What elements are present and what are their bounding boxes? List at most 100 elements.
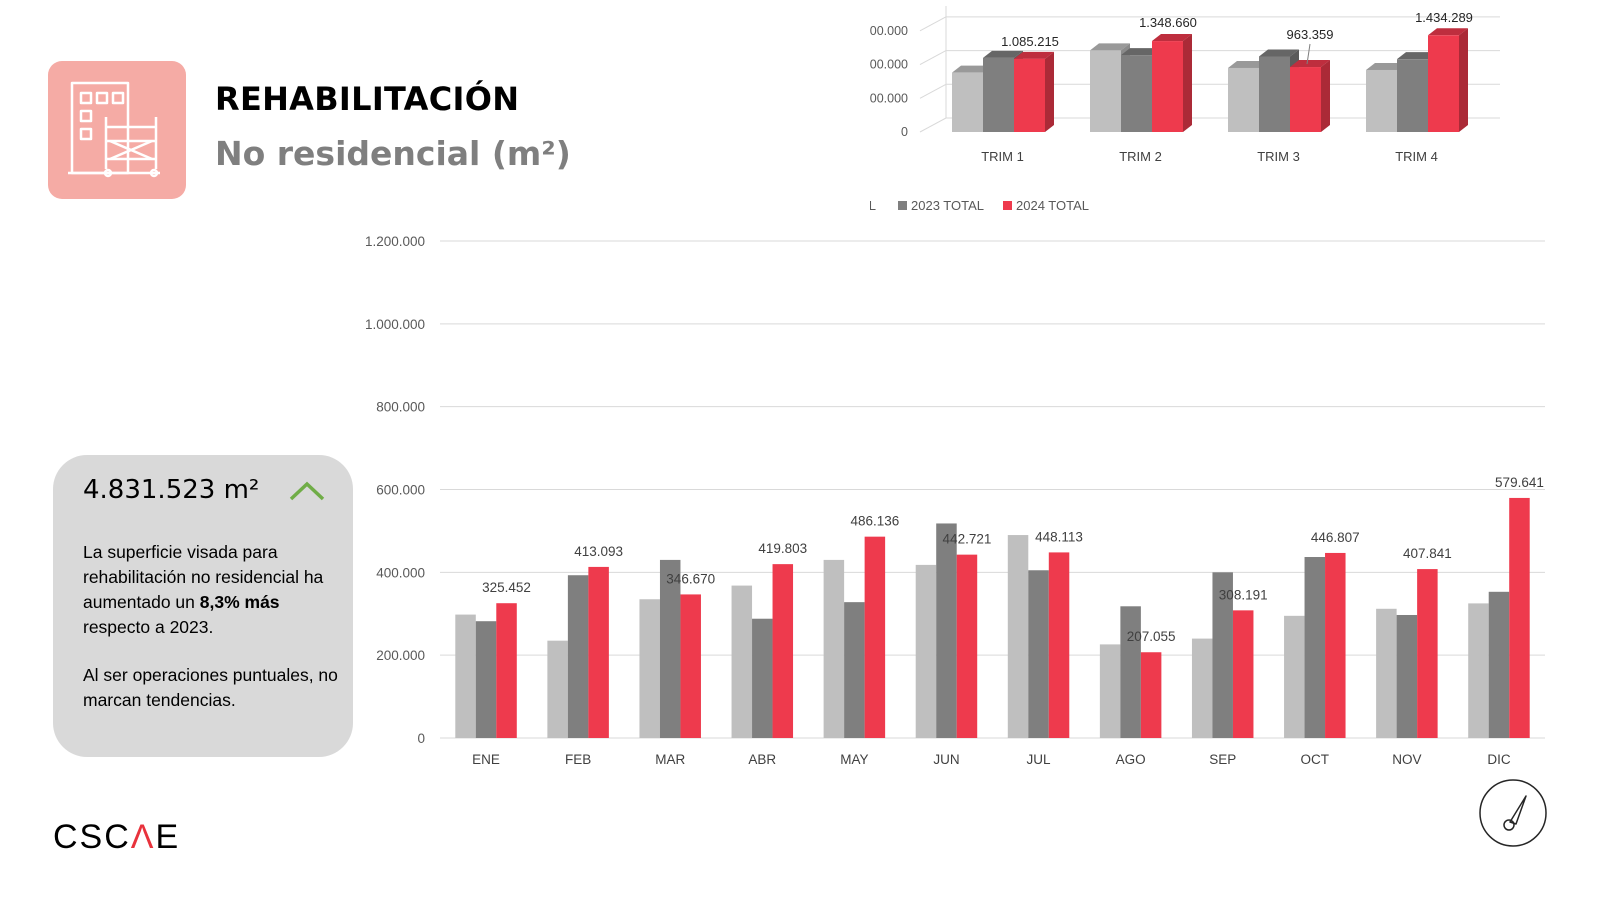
bar-2024-total [1140, 652, 1162, 738]
data-label: 346.670 [666, 571, 715, 586]
data-label: 446.807 [1311, 530, 1360, 545]
data-label: 325.452 [482, 580, 531, 595]
bar-2024-total [956, 554, 978, 738]
bar-top [1228, 60, 1268, 68]
x-tick-label: FEB [565, 752, 591, 767]
y-tick-label: 600.000 [376, 483, 425, 498]
data-label: 308.191 [1219, 587, 1268, 602]
bar-top [952, 65, 992, 73]
bar-side [1183, 34, 1192, 132]
x-tick-label: DIC [1487, 752, 1511, 767]
bar-2024-total [1232, 610, 1254, 738]
summary-text: La superficie visada para rehabilitación… [83, 540, 343, 713]
x-tick-label: SEP [1209, 752, 1236, 767]
x-tick-label: TRIM 4 [1395, 149, 1438, 164]
bar-front [1366, 69, 1397, 132]
header-icon-box [48, 61, 186, 199]
bar-2023-total [1488, 591, 1510, 738]
data-label: 1.085.215 [1001, 34, 1059, 49]
bar-2022-total [1099, 644, 1121, 738]
bar-2022-total [547, 640, 568, 738]
y-tick-label: 400.000 [376, 565, 425, 580]
logo-accent: Λ [130, 818, 156, 856]
grid-depth-line [919, 16, 947, 32]
bar-2024-total [1014, 51, 1054, 133]
bar-2024-total [1417, 569, 1438, 738]
data-label: 1.434.289 [1415, 10, 1473, 25]
bar-2023-total [1396, 614, 1418, 738]
y-tick-label: 1.500.000 [870, 24, 908, 38]
bar-2023-total [1028, 570, 1049, 738]
y-tick-label: 200.000 [376, 648, 425, 663]
legend-label: 2024 TOTAL [1016, 198, 1089, 213]
x-tick-label: TRIM 3 [1257, 149, 1300, 164]
x-tick-label: MAR [655, 752, 685, 767]
bar-front [1228, 67, 1259, 132]
bar-2022-total [1376, 608, 1397, 738]
legend-swatch [898, 201, 907, 210]
bar-front [1090, 50, 1121, 132]
bar-top [1366, 62, 1406, 70]
bar-front [1290, 67, 1321, 132]
bar-2022-total [731, 585, 753, 738]
bar-2023-total [1212, 572, 1233, 738]
x-tick-label: ENE [472, 752, 500, 767]
summary-note: Al ser operaciones puntuales, no marcan … [83, 665, 338, 710]
x-tick-label: AGO [1116, 752, 1146, 767]
bar-side [1459, 28, 1468, 132]
bar-top [1121, 48, 1161, 56]
bar-2022-total [915, 564, 937, 738]
bar-front [1428, 35, 1459, 132]
page-subtitle: No residencial (m²) [215, 134, 571, 173]
data-label: 413.093 [574, 544, 623, 559]
cscae-logo: CSCΛE [53, 818, 180, 857]
bar-2023-total [475, 621, 497, 738]
bar-2023-total [1304, 557, 1326, 738]
y-tick-label: 0 [901, 125, 908, 139]
legend-label: 2022 TOTAL [870, 198, 876, 213]
bar-2023-total [659, 559, 681, 738]
bar-2022-total [1007, 535, 1029, 738]
bar-top [1259, 49, 1299, 57]
bar-2022-total [639, 599, 660, 738]
data-label: 442.721 [943, 532, 992, 547]
bar-2022-total [823, 559, 845, 738]
grid-depth-line [919, 50, 947, 66]
x-tick-label: OCT [1301, 752, 1330, 767]
summary-card: 4.831.523 m² La superficie visada para r… [53, 455, 353, 757]
legend-swatch [1003, 201, 1012, 210]
grid-depth-line [919, 117, 947, 133]
bar-top [1397, 52, 1437, 60]
monthly-chart: 0 200.000 400.000 600.000 800.000 1.000.000 1.… [365, 234, 1545, 767]
bar-2022-total [455, 614, 476, 738]
bar-top [1428, 28, 1468, 36]
bar-front [1397, 59, 1428, 133]
bar-2022-total [1284, 615, 1305, 738]
data-label: 963.359 [1287, 27, 1334, 42]
bar-front [1259, 56, 1290, 133]
summary-text-before: La superficie visada para rehabilitación… [83, 542, 324, 612]
y-tick-label: 500.000 [870, 91, 908, 105]
bar-front [1121, 55, 1152, 133]
bar-2024-total [588, 566, 609, 738]
bar-top [1152, 34, 1192, 42]
x-tick-label: JUN [933, 752, 959, 767]
x-tick-label: MAY [840, 752, 868, 767]
bar-2024-total [1509, 497, 1530, 738]
compass-icon [1479, 779, 1547, 847]
data-label: 448.113 [1035, 529, 1083, 544]
quarterly-chart: 0 500.000 1.000.000 1.500.000 TRIM 1 TRIM 2 TR… [870, 6, 1500, 213]
x-tick-label: JUL [1027, 752, 1051, 767]
bar-2024-total [864, 536, 886, 738]
bar-2024-total [1290, 60, 1330, 132]
scaffold-building-icon [68, 81, 160, 178]
logo-prefix: CSC [53, 818, 131, 856]
data-label: 579.641 [1495, 475, 1544, 490]
y-tick-label: 1.000.000 [870, 58, 908, 72]
summary-total: 4.831.523 m² [83, 475, 260, 505]
summary-text-after: respecto a 2023. [83, 617, 214, 637]
bar-front [1014, 58, 1045, 133]
bar-2023-total [844, 602, 865, 738]
data-label: 486.136 [850, 514, 899, 529]
y-tick-label: 0 [417, 731, 425, 746]
